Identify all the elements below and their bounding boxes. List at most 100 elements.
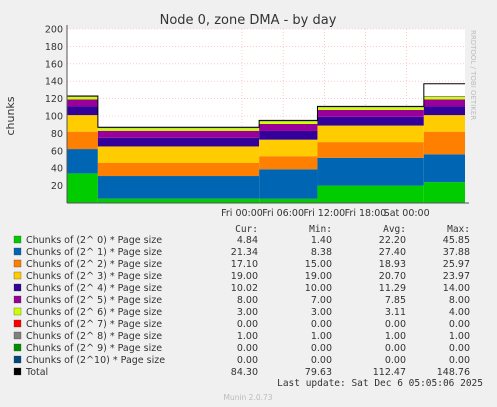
area-segment: [259, 156, 318, 170]
legend-swatch: [13, 295, 22, 304]
area-segment: [317, 109, 424, 117]
legend-header-max: Max:: [447, 224, 470, 235]
area-segment: [259, 198, 318, 203]
legend-rows: Chunks of (2^ 0) * Page size 4.84 1.40 22.2…: [13, 235, 470, 378]
last-update: Last update: Sat Dec 6 05:05:06 2025: [277, 378, 483, 389]
y-axis-label: chunks: [4, 96, 17, 135]
area-segment: [423, 99, 465, 107]
legend-max-value: 14.00: [443, 283, 470, 294]
area-segment: [259, 169, 318, 199]
area-segment: [67, 115, 98, 132]
legend-cur-value: 84.30: [231, 367, 258, 378]
chart-title: Node 0, zone DMA - by day: [160, 13, 337, 28]
legend-avg-value: 18.93: [379, 259, 406, 270]
area-segment: [97, 146, 260, 163]
legend-max-value: 0.00: [449, 343, 470, 354]
legend-min-value: 10.00: [305, 283, 332, 294]
legend-cur-value: 10.02: [231, 283, 258, 294]
x-tick-label: Fri 00:00: [221, 208, 263, 219]
legend-series-name: Chunks of (2^ 4) * Page size: [26, 283, 162, 294]
area-segment: [259, 130, 318, 140]
legend-max-value: 45.85: [443, 235, 470, 246]
y-tick-label: 160: [45, 59, 63, 70]
legend-header-avg: Avg:: [383, 224, 406, 235]
legend-min-value: 79.63: [305, 367, 332, 378]
area-segment: [67, 96, 98, 100]
legend-header-min: Min:: [309, 224, 332, 235]
legend-avg-value: 11.29: [379, 283, 406, 294]
legend-swatch: [13, 319, 22, 328]
x-tick-label: Fri 06:00: [262, 208, 304, 219]
legend-cur-value: 1.00: [237, 331, 258, 342]
legend-series-name: Total: [25, 367, 48, 378]
area-segment: [97, 130, 260, 138]
legend-cur-value: 17.10: [231, 259, 258, 270]
legend-series-name: Chunks of (2^ 5) * Page size: [26, 295, 162, 306]
legend-min-value: 0.00: [311, 355, 332, 366]
area-segment: [67, 131, 98, 150]
legend-swatch: [13, 283, 22, 292]
legend-min-value: 3.00: [311, 307, 332, 318]
legend-cur-value: 0.00: [237, 319, 258, 330]
legend-swatch: [13, 367, 22, 376]
x-tick-label: Fri 18:00: [345, 208, 387, 219]
legend-header-cur: Cur:: [235, 224, 258, 235]
area-segment: [259, 120, 318, 122]
legend-avg-value: 1.00: [385, 331, 406, 342]
legend-avg-value: 112.47: [373, 367, 406, 378]
legend-series-name: Chunks of (2^ 9) * Page size: [26, 343, 162, 354]
legend-avg-value: 20.70: [379, 271, 406, 282]
legend-max-value: 37.88: [443, 247, 470, 258]
x-ticks: Fri 00:00 Fri 06:00 Fri 12:00 Fri 18:00Sat …: [221, 208, 430, 219]
legend-min-value: 15.00: [305, 259, 332, 270]
y-ticks: 20 40 60 80 100 120 140 160 180 200: [45, 25, 63, 193]
legend-swatch: [13, 247, 22, 256]
legend-avg-value: 3.11: [385, 307, 406, 318]
area-segment: [317, 185, 424, 203]
legend-cur-value: 0.00: [237, 355, 258, 366]
legend-max-value: 25.97: [443, 259, 470, 270]
legend-cur-value: 21.34: [231, 247, 258, 258]
legend: Cur: Min: Avg: Max: Chunks of (2^ 0) * P…: [13, 224, 470, 378]
area-segment: [67, 99, 98, 107]
area-segment: [67, 149, 98, 174]
area-segment: [423, 95, 465, 97]
area-segment: [317, 107, 424, 110]
legend-swatch: [13, 271, 22, 280]
legend-max-value: 0.00: [449, 355, 470, 366]
legend-min-value: 0.00: [311, 319, 332, 330]
legend-avg-value: 0.00: [385, 343, 406, 354]
legend-swatch: [13, 307, 22, 316]
area-segment: [317, 142, 424, 158]
y-tick-label: 140: [45, 77, 63, 88]
legend-cur-value: 3.00: [237, 307, 258, 318]
legend-min-value: 8.38: [311, 247, 332, 258]
legend-cur-value: 8.00: [237, 295, 258, 306]
legend-swatch: [13, 355, 22, 364]
legend-cur-value: 4.84: [237, 235, 258, 246]
legend-series-name: Chunks of (2^ 8) * Page size: [26, 331, 162, 342]
y-tick-label: 40: [51, 164, 63, 175]
legend-max-value: 8.00: [449, 295, 470, 306]
legend-series-name: Chunks of (2^10) * Page size: [26, 355, 165, 366]
legend-max-value: 23.97: [443, 271, 470, 282]
legend-max-value: 148.76: [437, 367, 470, 378]
legend-series-name: Chunks of (2^ 6) * Page size: [26, 307, 162, 318]
area-segment: [423, 106, 465, 116]
legend-min-value: 1.00: [311, 331, 332, 342]
legend-series-name: Chunks of (2^ 7) * Page size: [26, 319, 162, 330]
area-segment: [97, 162, 260, 177]
y-tick-label: 60: [51, 146, 63, 157]
y-tick-label: 20: [51, 181, 63, 192]
x-tick-label: Sat 00:00: [384, 208, 430, 219]
total-series-line: [67, 83, 465, 128]
area-segment: [97, 137, 260, 147]
area-segment: [67, 106, 98, 116]
legend-min-value: 19.00: [305, 271, 332, 282]
area-segment: [423, 96, 465, 100]
legend-max-value: 0.00: [449, 319, 470, 330]
side-label: RRDTOOL / TOBI OETIKER: [469, 30, 477, 120]
legend-swatch: [13, 259, 22, 268]
